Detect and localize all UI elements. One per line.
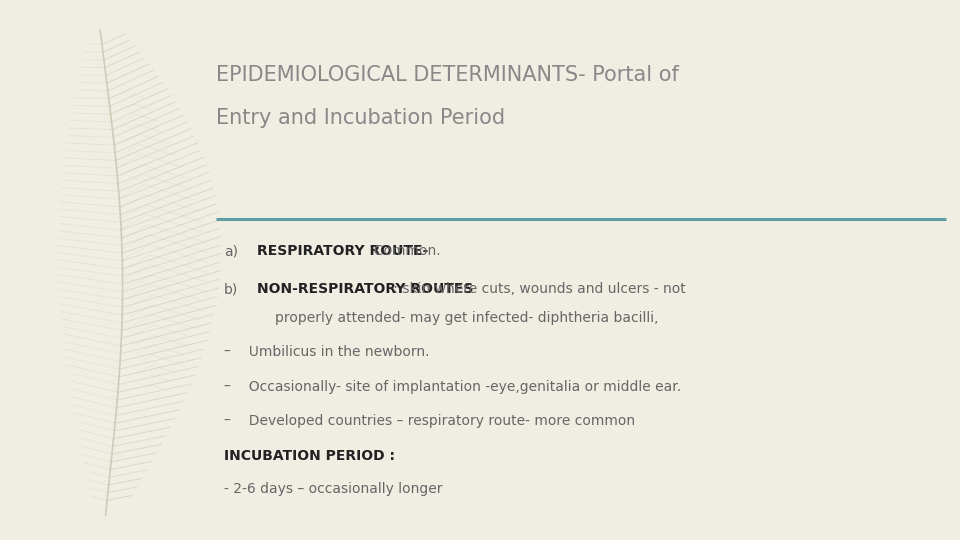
Text: –: – (224, 345, 230, 359)
Text: EPIDEMIOLOGICAL DETERMINANTS- Portal of: EPIDEMIOLOGICAL DETERMINANTS- Portal of (216, 65, 679, 85)
Text: RESPIRATORY ROUTE-: RESPIRATORY ROUTE- (257, 244, 428, 258)
Text: Common.: Common. (365, 244, 441, 258)
Text: INCUBATION PERIOD :: INCUBATION PERIOD : (224, 449, 395, 463)
Text: Occasionally- site of implantation -eye,genitalia or middle ear.: Occasionally- site of implantation -eye,… (240, 380, 681, 394)
Text: –: – (224, 380, 230, 394)
Text: : skin where cuts, wounds and ulcers - not: : skin where cuts, wounds and ulcers - n… (390, 282, 686, 296)
Text: –: – (224, 414, 230, 428)
Text: NON-RESPIRATORY ROUTES: NON-RESPIRATORY ROUTES (257, 282, 473, 296)
Text: b): b) (224, 282, 238, 296)
Text: Developed countries – respiratory route- more common: Developed countries – respiratory route-… (240, 414, 635, 428)
Text: Entry and Incubation Period: Entry and Incubation Period (216, 108, 505, 128)
Text: a): a) (224, 244, 238, 258)
Text: properly attended- may get infected- diphtheria bacilli,: properly attended- may get infected- dip… (275, 310, 658, 325)
Text: - 2-6 days – occasionally longer: - 2-6 days – occasionally longer (224, 482, 443, 496)
Text: Umbilicus in the newborn.: Umbilicus in the newborn. (240, 345, 429, 359)
